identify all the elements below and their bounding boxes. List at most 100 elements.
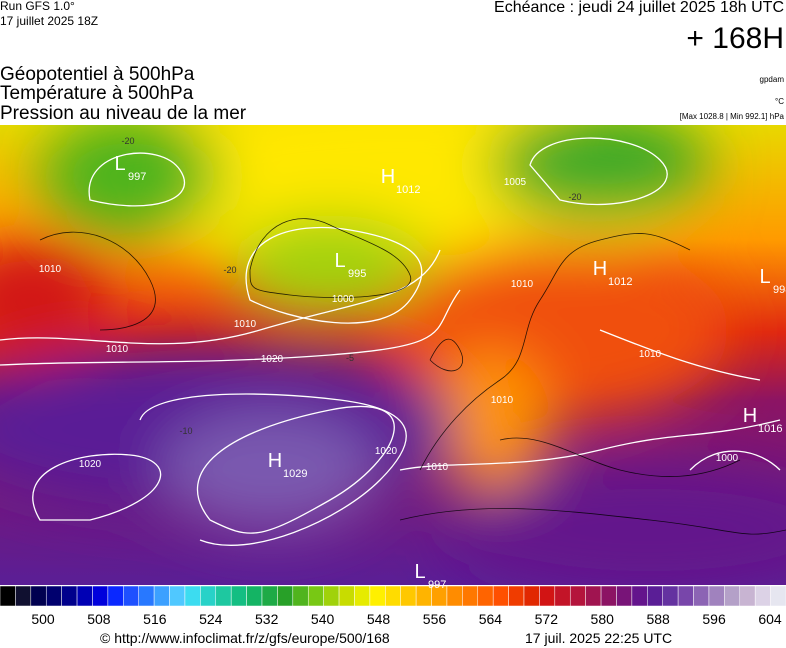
pressure-center-value: 1029 <box>283 468 307 480</box>
isobar-label: 1005 <box>504 177 527 188</box>
colorbar-swatch <box>61 585 78 607</box>
colorbar-swatch <box>246 585 263 607</box>
colorbar-swatch <box>369 585 386 607</box>
colorbar-tick-label: 524 <box>199 611 223 627</box>
isobar-label: 1010 <box>426 462 449 473</box>
colorbar-swatch <box>770 585 786 607</box>
colorbar-swatch <box>600 585 617 607</box>
isobar-label: 1020 <box>375 446 398 457</box>
colorbar-swatch <box>230 585 247 607</box>
colorbar-swatch <box>400 585 417 607</box>
isobar-label: 1010 <box>234 319 257 330</box>
colorbar-swatch <box>138 585 155 607</box>
colorbar-swatch <box>754 585 771 607</box>
colorbar-swatch <box>200 585 217 607</box>
colorbar-tick-label: 532 <box>255 611 279 627</box>
pressure-center-letter: L <box>414 561 425 583</box>
colorbar-tick-label: 596 <box>702 611 726 627</box>
colorbar-swatch <box>693 585 710 607</box>
source: © http://www.infoclimat.fr/z/gfs/europe/… <box>100 630 390 646</box>
pressure-center-letter: H <box>268 450 282 472</box>
title: Géopotentiel à 500hPa <box>0 64 195 85</box>
map-field <box>0 125 786 585</box>
colorbar-swatch <box>385 585 401 607</box>
colorbar-swatch <box>76 585 93 607</box>
colorbar-swatch <box>323 585 340 607</box>
colorbar-swatch <box>169 585 186 607</box>
pressure-center-value: 1016 <box>758 423 782 435</box>
colorbar-swatch <box>30 585 47 607</box>
colorbar-swatch <box>45 585 62 607</box>
unit-label: °C <box>775 97 784 106</box>
colorbar-swatch <box>616 585 633 607</box>
colorbar-swatch <box>724 585 741 607</box>
isobar-label: 1020 <box>261 354 284 365</box>
coastlines <box>39 218 786 535</box>
isobar-label: 1010 <box>106 344 129 355</box>
colorbar-swatch <box>446 585 463 607</box>
colorbar-swatch <box>338 585 355 607</box>
pressure-center-value: 995 <box>348 268 366 280</box>
temperature-label: -20 <box>568 192 581 202</box>
colorbar-swatch <box>554 585 571 607</box>
colorbar-swatch <box>523 585 540 607</box>
pressure-center-value: 1012 <box>608 276 632 288</box>
temperature-label: -10 <box>179 426 192 436</box>
colorbar-swatch <box>585 585 602 607</box>
generated-time: 17 juil. 2025 22:25 UTC <box>525 630 672 646</box>
unit-label: gpdam <box>760 75 785 84</box>
colorbar-tick-label: 564 <box>479 611 503 627</box>
colorbar-swatch <box>631 585 648 607</box>
pressure-center-letter: H <box>593 258 607 280</box>
run-date: 17 juillet 2025 18Z <box>0 14 98 28</box>
colorbar-tick-label: 572 <box>535 611 559 627</box>
title: Pression au niveau de la mer <box>0 103 247 124</box>
colorbar-swatch <box>292 585 309 607</box>
colorbar-swatch <box>539 585 556 607</box>
title: Température à 500hPa <box>0 83 194 104</box>
colorbar-swatch <box>215 585 232 607</box>
isolines <box>0 137 781 546</box>
colorbar-swatch <box>662 585 679 607</box>
pressure-center-letter: L <box>114 153 125 175</box>
colorbar-swatch <box>123 585 139 607</box>
isobar-label: 1010 <box>39 264 62 275</box>
colorbar-tick-label: 516 <box>143 611 167 627</box>
colorbar-tick-label: 588 <box>646 611 670 627</box>
colorbar-swatch <box>307 585 324 607</box>
colorbar-swatch <box>647 585 663 607</box>
colorbar-swatch <box>739 585 756 607</box>
colorbar-swatch <box>15 585 32 607</box>
colorbar-tick-label: 604 <box>758 611 782 627</box>
pressure-center-value: 997 <box>128 171 146 183</box>
colorbar-swatch <box>261 585 278 607</box>
pressure-center-value: 997 <box>428 579 446 591</box>
isobar-label: 1010 <box>639 349 662 360</box>
colorbar-swatch <box>677 585 694 607</box>
isobar-label: 1000 <box>716 453 739 464</box>
pressure-center-value: 1012 <box>396 184 420 196</box>
colorbar-swatch <box>354 585 371 607</box>
temperature-label: -20 <box>121 136 134 146</box>
run-label: Run GFS 1.0° <box>0 0 75 13</box>
pressure-center-letter: L <box>334 250 345 272</box>
pressure-center-letter: H <box>743 405 757 427</box>
pressure-center-letter: L <box>759 266 770 288</box>
pressure-center-letter: H <box>381 166 395 188</box>
colorbar-swatch <box>708 585 725 607</box>
temperature-label: -5 <box>346 353 354 363</box>
pressure-center-value: 998 <box>773 284 786 296</box>
temperature-label: -20 <box>223 265 236 275</box>
isobar-label: 1010 <box>511 279 534 290</box>
colorbar-swatch <box>107 585 124 607</box>
colorbar-swatch <box>0 585 16 607</box>
unit-label: [Max 1028.8 | Min 992.1] hPa <box>680 112 785 121</box>
colorbar-swatch <box>492 585 509 607</box>
colorbar-swatch <box>92 585 109 607</box>
colorbar-swatch <box>508 585 525 607</box>
colorbar-swatch <box>569 585 586 607</box>
isobar-label: 1010 <box>491 395 514 406</box>
colorbar-swatch <box>153 585 170 607</box>
